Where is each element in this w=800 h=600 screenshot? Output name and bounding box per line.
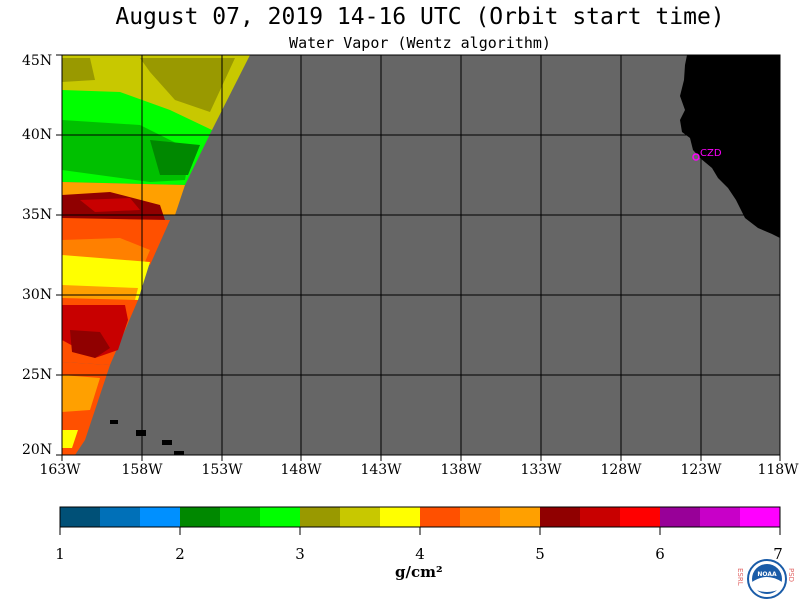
north-america-land [680, 55, 780, 238]
swath-green-darkest [150, 140, 200, 175]
lon-label-143w: 143W [360, 462, 402, 478]
lat-label-30n: 30N [22, 287, 53, 303]
colorbar-segment [140, 507, 181, 527]
lon-label-138w: 138W [440, 462, 482, 478]
colorbar-segment [460, 507, 501, 527]
colorbar-segment [540, 507, 581, 527]
swath-yellow-corner [62, 430, 78, 448]
lon-label-133w: 133W [520, 462, 562, 478]
swath-data [62, 55, 250, 455]
colorbar-ticks [59, 527, 781, 535]
colorbar-label-1: 1 [55, 545, 65, 563]
colorbar-segment [300, 507, 341, 527]
lon-label-158w: 158W [121, 462, 163, 478]
colorbar-segment [580, 507, 621, 527]
station-label: CZD [700, 148, 722, 159]
swath-darkred-core [70, 330, 110, 358]
tick-marks [56, 54, 781, 461]
plot-border [61, 54, 781, 456]
colorbar-label-6: 6 [655, 545, 665, 563]
swath-yellow-orange [62, 285, 138, 300]
lat-label-40n: 40N [22, 127, 53, 143]
colorbar-segment [700, 507, 741, 527]
svg-text:NOAA: NOAA [757, 571, 777, 578]
colorbar-segment [220, 507, 261, 527]
colorbar-label-4: 4 [415, 545, 425, 563]
colorbar-segment [740, 507, 781, 527]
lon-label-118w: 118W [757, 462, 799, 478]
swath-orange-light [62, 238, 150, 262]
colorbar-segment [420, 507, 461, 527]
lon-label-123w: 123W [680, 462, 722, 478]
colorbar-label-2: 2 [175, 545, 185, 563]
colorbar [60, 507, 781, 527]
colorbar-segment [340, 507, 381, 527]
colorbar-segment [660, 507, 701, 527]
grid-lines [62, 55, 780, 455]
hawaiian-islands [110, 420, 184, 455]
lon-label-148w: 148W [280, 462, 322, 478]
colorbar-segment [260, 507, 301, 527]
colorbar-segment [620, 507, 661, 527]
station-marker [692, 153, 700, 161]
colorbar-segment [180, 507, 221, 527]
lon-label-128w: 128W [600, 462, 642, 478]
swath-olive-left [62, 58, 95, 82]
chart-subtitle: Water Vapor (Wentz algorithm) [289, 34, 551, 52]
colorbar-segment [60, 507, 101, 527]
lat-label-20n: 20N [22, 442, 53, 458]
swath-amber-bottom [62, 375, 100, 412]
chart-title: August 07, 2019 14-16 UTC (Orbit start t… [115, 4, 725, 30]
colorbar-label-3: 3 [295, 545, 305, 563]
colorbar-segment [100, 507, 141, 527]
colorbar-label-7: 7 [773, 545, 783, 563]
svg-text:PSD: PSD [787, 568, 795, 582]
svg-text:ESRL: ESRL [736, 568, 744, 586]
noaa-logo: NOAA ESRL PSD [736, 559, 795, 599]
lat-label-45n: 45N [22, 53, 53, 69]
lon-label-163w: 163W [39, 462, 81, 478]
colorbar-segment [380, 507, 421, 527]
lon-label-153w: 153W [201, 462, 243, 478]
lat-label-35n: 35N [22, 207, 53, 223]
colorbar-segment [500, 507, 541, 527]
colorbar-units: g/cm² [395, 563, 443, 581]
swath-red-band [80, 198, 140, 212]
colorbar-label-5: 5 [535, 545, 545, 563]
swath-olive-patch [140, 58, 235, 112]
lat-label-25n: 25N [22, 367, 53, 383]
